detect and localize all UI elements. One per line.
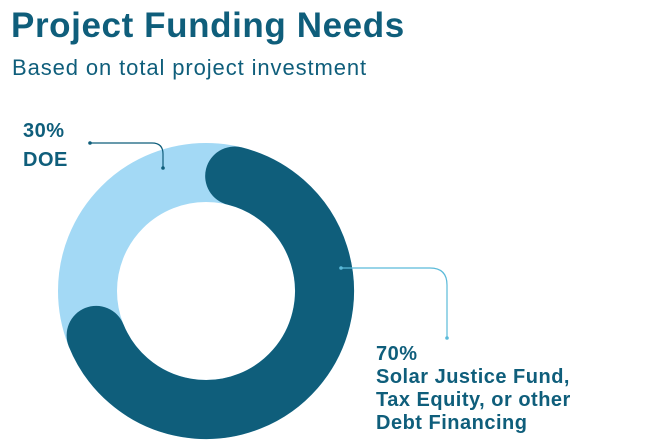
label-other: 70% Solar Justice Fund, Tax Equity, or o… [376, 343, 571, 435]
slice-other [66, 146, 354, 439]
label-doe: 30% DOE [23, 117, 68, 175]
label-other-line-1: Solar Justice Fund, [376, 366, 570, 388]
label-other-line-3: Debt Financing [376, 412, 528, 434]
callout-line-doe [90, 142, 164, 168]
callout-dot-doe [161, 166, 165, 170]
label-doe-value: 30% [23, 120, 65, 142]
label-other-line-2: Tax Equity, or other [376, 389, 571, 411]
callout-line-other [341, 267, 448, 338]
callout-dot-other [445, 336, 449, 340]
label-doe-name: DOE [23, 149, 68, 171]
chart-subtitle: Based on total project investment [12, 55, 367, 80]
chart-title: Project Funding Needs [11, 6, 405, 45]
callout-dot-doe [88, 141, 92, 145]
label-other-value: 70% [376, 343, 418, 365]
callout-dot-other [339, 266, 343, 270]
